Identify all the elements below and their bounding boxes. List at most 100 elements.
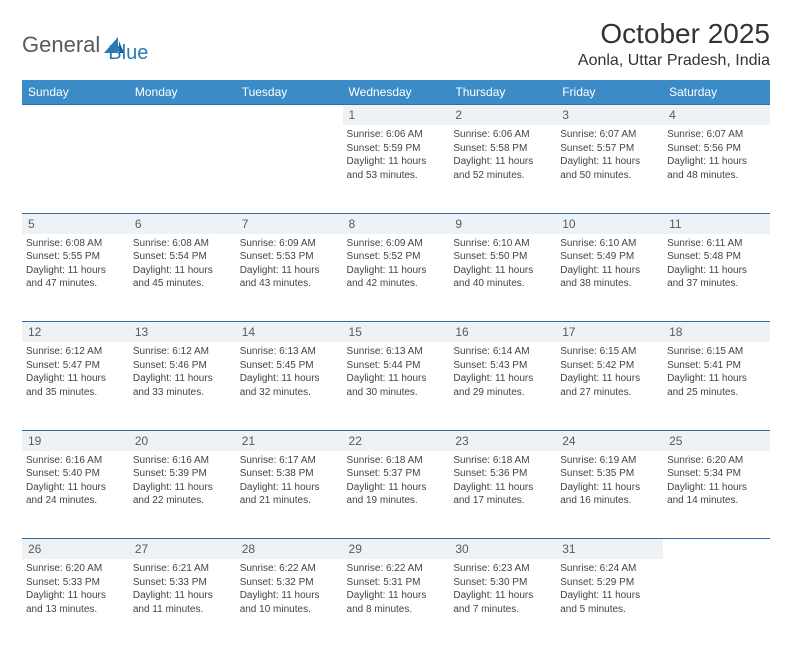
daylight-text: Daylight: 11 hours <box>347 155 446 169</box>
day-number: 15 <box>343 322 450 343</box>
sunset-text: Sunset: 5:37 PM <box>347 467 446 481</box>
daylight-text: Daylight: 11 hours <box>26 589 125 603</box>
day-number: 29 <box>343 539 450 560</box>
day-of-week-row: Sunday Monday Tuesday Wednesday Thursday… <box>22 80 770 105</box>
sunrise-text: Sunrise: 6:11 AM <box>667 237 766 251</box>
sunset-text: Sunset: 5:54 PM <box>133 250 232 264</box>
daylight-text: Daylight: 11 hours <box>560 481 659 495</box>
sunrise-text: Sunrise: 6:15 AM <box>560 345 659 359</box>
sunrise-text: Sunrise: 6:08 AM <box>133 237 232 251</box>
logo-text-blue: Blue <box>108 42 148 65</box>
daylight-text: Daylight: 11 hours <box>133 372 232 386</box>
sunset-text: Sunset: 5:58 PM <box>453 142 552 156</box>
day-number: 31 <box>556 539 663 560</box>
day-cell: Sunrise: 6:21 AMSunset: 5:33 PMDaylight:… <box>129 559 236 647</box>
sunset-text: Sunset: 5:32 PM <box>240 576 339 590</box>
daylight-text: and 53 minutes. <box>347 169 446 183</box>
sunset-text: Sunset: 5:42 PM <box>560 359 659 373</box>
daynum-row: 262728293031 <box>22 539 770 560</box>
day-cell: Sunrise: 6:07 AMSunset: 5:56 PMDaylight:… <box>663 125 770 213</box>
sunset-text: Sunset: 5:36 PM <box>453 467 552 481</box>
sunset-text: Sunset: 5:38 PM <box>240 467 339 481</box>
sunset-text: Sunset: 5:48 PM <box>667 250 766 264</box>
sunrise-text: Sunrise: 6:23 AM <box>453 562 552 576</box>
daylight-text: Daylight: 11 hours <box>347 589 446 603</box>
day-cell: Sunrise: 6:18 AMSunset: 5:37 PMDaylight:… <box>343 451 450 539</box>
daylight-text: and 50 minutes. <box>560 169 659 183</box>
dow-tuesday: Tuesday <box>236 80 343 105</box>
sunset-text: Sunset: 5:49 PM <box>560 250 659 264</box>
week-row: Sunrise: 6:20 AMSunset: 5:33 PMDaylight:… <box>22 559 770 647</box>
sunset-text: Sunset: 5:53 PM <box>240 250 339 264</box>
location: Aonla, Uttar Pradesh, India <box>578 52 770 70</box>
sunrise-text: Sunrise: 6:18 AM <box>347 454 446 468</box>
daylight-text: Daylight: 11 hours <box>26 372 125 386</box>
day-number <box>663 539 770 560</box>
sunset-text: Sunset: 5:35 PM <box>560 467 659 481</box>
sunset-text: Sunset: 5:40 PM <box>26 467 125 481</box>
daylight-text: and 27 minutes. <box>560 386 659 400</box>
dow-thursday: Thursday <box>449 80 556 105</box>
sunset-text: Sunset: 5:44 PM <box>347 359 446 373</box>
sunset-text: Sunset: 5:45 PM <box>240 359 339 373</box>
sunset-text: Sunset: 5:43 PM <box>453 359 552 373</box>
day-number: 13 <box>129 322 236 343</box>
day-cell <box>129 125 236 213</box>
sunrise-text: Sunrise: 6:22 AM <box>240 562 339 576</box>
daylight-text: Daylight: 11 hours <box>133 481 232 495</box>
day-cell: Sunrise: 6:09 AMSunset: 5:52 PMDaylight:… <box>343 234 450 322</box>
sunrise-text: Sunrise: 6:12 AM <box>133 345 232 359</box>
title-block: October 2025 Aonla, Uttar Pradesh, India <box>578 18 770 70</box>
sunrise-text: Sunrise: 6:06 AM <box>347 128 446 142</box>
daylight-text: and 25 minutes. <box>667 386 766 400</box>
sunrise-text: Sunrise: 6:10 AM <box>453 237 552 251</box>
sunrise-text: Sunrise: 6:08 AM <box>26 237 125 251</box>
day-cell <box>236 125 343 213</box>
daylight-text: Daylight: 11 hours <box>240 264 339 278</box>
day-cell: Sunrise: 6:13 AMSunset: 5:45 PMDaylight:… <box>236 342 343 430</box>
daynum-row: 1234 <box>22 105 770 126</box>
daylight-text: Daylight: 11 hours <box>560 264 659 278</box>
daylight-text: Daylight: 11 hours <box>560 589 659 603</box>
sunset-text: Sunset: 5:33 PM <box>26 576 125 590</box>
sunset-text: Sunset: 5:57 PM <box>560 142 659 156</box>
daylight-text: Daylight: 11 hours <box>240 372 339 386</box>
daylight-text: and 13 minutes. <box>26 603 125 617</box>
daylight-text: Daylight: 11 hours <box>560 155 659 169</box>
daylight-text: Daylight: 11 hours <box>26 264 125 278</box>
day-cell: Sunrise: 6:14 AMSunset: 5:43 PMDaylight:… <box>449 342 556 430</box>
daylight-text: and 33 minutes. <box>133 386 232 400</box>
daylight-text: and 7 minutes. <box>453 603 552 617</box>
daylight-text: Daylight: 11 hours <box>453 372 552 386</box>
day-cell: Sunrise: 6:09 AMSunset: 5:53 PMDaylight:… <box>236 234 343 322</box>
daylight-text: Daylight: 11 hours <box>453 589 552 603</box>
daylight-text: and 45 minutes. <box>133 277 232 291</box>
day-number: 19 <box>22 430 129 451</box>
day-cell: Sunrise: 6:08 AMSunset: 5:55 PMDaylight:… <box>22 234 129 322</box>
day-number <box>22 105 129 126</box>
sunrise-text: Sunrise: 6:16 AM <box>26 454 125 468</box>
day-number: 3 <box>556 105 663 126</box>
sunrise-text: Sunrise: 6:17 AM <box>240 454 339 468</box>
sunrise-text: Sunrise: 6:07 AM <box>560 128 659 142</box>
day-cell: Sunrise: 6:15 AMSunset: 5:41 PMDaylight:… <box>663 342 770 430</box>
daylight-text: Daylight: 11 hours <box>347 481 446 495</box>
day-number: 24 <box>556 430 663 451</box>
sunrise-text: Sunrise: 6:20 AM <box>26 562 125 576</box>
day-number: 23 <box>449 430 556 451</box>
daynum-row: 12131415161718 <box>22 322 770 343</box>
daylight-text: and 17 minutes. <box>453 494 552 508</box>
daylight-text: and 37 minutes. <box>667 277 766 291</box>
daylight-text: Daylight: 11 hours <box>453 155 552 169</box>
sunset-text: Sunset: 5:34 PM <box>667 467 766 481</box>
daylight-text: and 5 minutes. <box>560 603 659 617</box>
dow-monday: Monday <box>129 80 236 105</box>
daylight-text: and 29 minutes. <box>453 386 552 400</box>
daylight-text: and 8 minutes. <box>347 603 446 617</box>
daylight-text: Daylight: 11 hours <box>560 372 659 386</box>
day-number: 9 <box>449 213 556 234</box>
day-cell: Sunrise: 6:06 AMSunset: 5:58 PMDaylight:… <box>449 125 556 213</box>
sunrise-text: Sunrise: 6:16 AM <box>133 454 232 468</box>
week-row: Sunrise: 6:06 AMSunset: 5:59 PMDaylight:… <box>22 125 770 213</box>
daylight-text: Daylight: 11 hours <box>667 155 766 169</box>
